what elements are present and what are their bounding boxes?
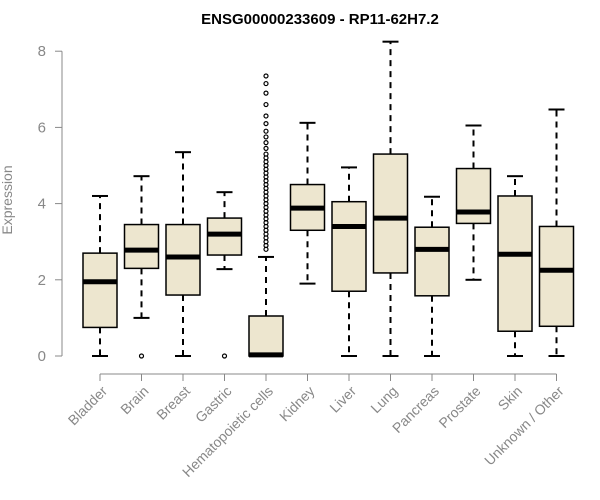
y-tick-label: 0 [38, 348, 46, 365]
y-tick-label: 2 [38, 272, 46, 289]
box-unknown-other [538, 108, 575, 357]
y-axis-label: Expression [0, 165, 15, 234]
iqr-box [165, 223, 201, 296]
iqr-box [497, 195, 533, 332]
box-prostate [455, 124, 492, 281]
box-liver [331, 166, 367, 357]
x-tick-label: Brain [117, 383, 151, 417]
x-tick-label: Unknown / Other [481, 383, 567, 469]
iqr-box [538, 225, 575, 328]
box-pancreas [414, 195, 450, 357]
outlier-point [263, 128, 269, 134]
box-gastric [206, 191, 243, 359]
x-tick-label: Breast [153, 383, 193, 423]
iqr-box [82, 252, 118, 329]
outlier-point [221, 353, 228, 359]
iqr-box [414, 226, 450, 297]
iqr-box [372, 153, 409, 274]
outlier-point [263, 134, 269, 140]
x-tick-label: Prostate [435, 383, 483, 431]
x-tick-label: Bladder [65, 383, 111, 429]
chart-title: ENSG00000233609 - RP11-62H7.2 [201, 11, 439, 28]
outlier-point [263, 73, 269, 79]
iqr-box [248, 315, 284, 357]
x-tick-label: Skin [495, 383, 526, 414]
box-skin [497, 175, 533, 357]
box-brain [123, 175, 160, 359]
x-tick-label: Kidney [276, 383, 318, 425]
box-breast [165, 151, 201, 357]
y-tick-label: 8 [38, 43, 46, 60]
outlier-point [263, 151, 269, 157]
iqr-box [123, 223, 160, 270]
iqr-box [331, 200, 367, 292]
y-tick-label: 4 [38, 196, 46, 213]
outlier-point [263, 145, 269, 151]
box-lung [372, 40, 409, 357]
outlier-point [138, 353, 145, 359]
box-bladder [82, 194, 118, 357]
y-tick-label: 6 [38, 119, 46, 136]
boxes-layer [82, 40, 575, 359]
box-hematopoietic-cells [248, 73, 284, 358]
outlier-point [263, 113, 269, 119]
outlier-point [263, 90, 269, 96]
iqr-box [455, 167, 492, 225]
x-tick-label: Lung [367, 383, 400, 416]
x-tick-label: Liver [326, 383, 359, 416]
outlier-point [263, 80, 269, 87]
outlier-point [263, 120, 269, 127]
y-axis: 0 2 4 6 8 [38, 43, 63, 365]
outlier-point [263, 101, 269, 108]
outlier-point [263, 140, 269, 146]
box-kidney [289, 121, 326, 285]
